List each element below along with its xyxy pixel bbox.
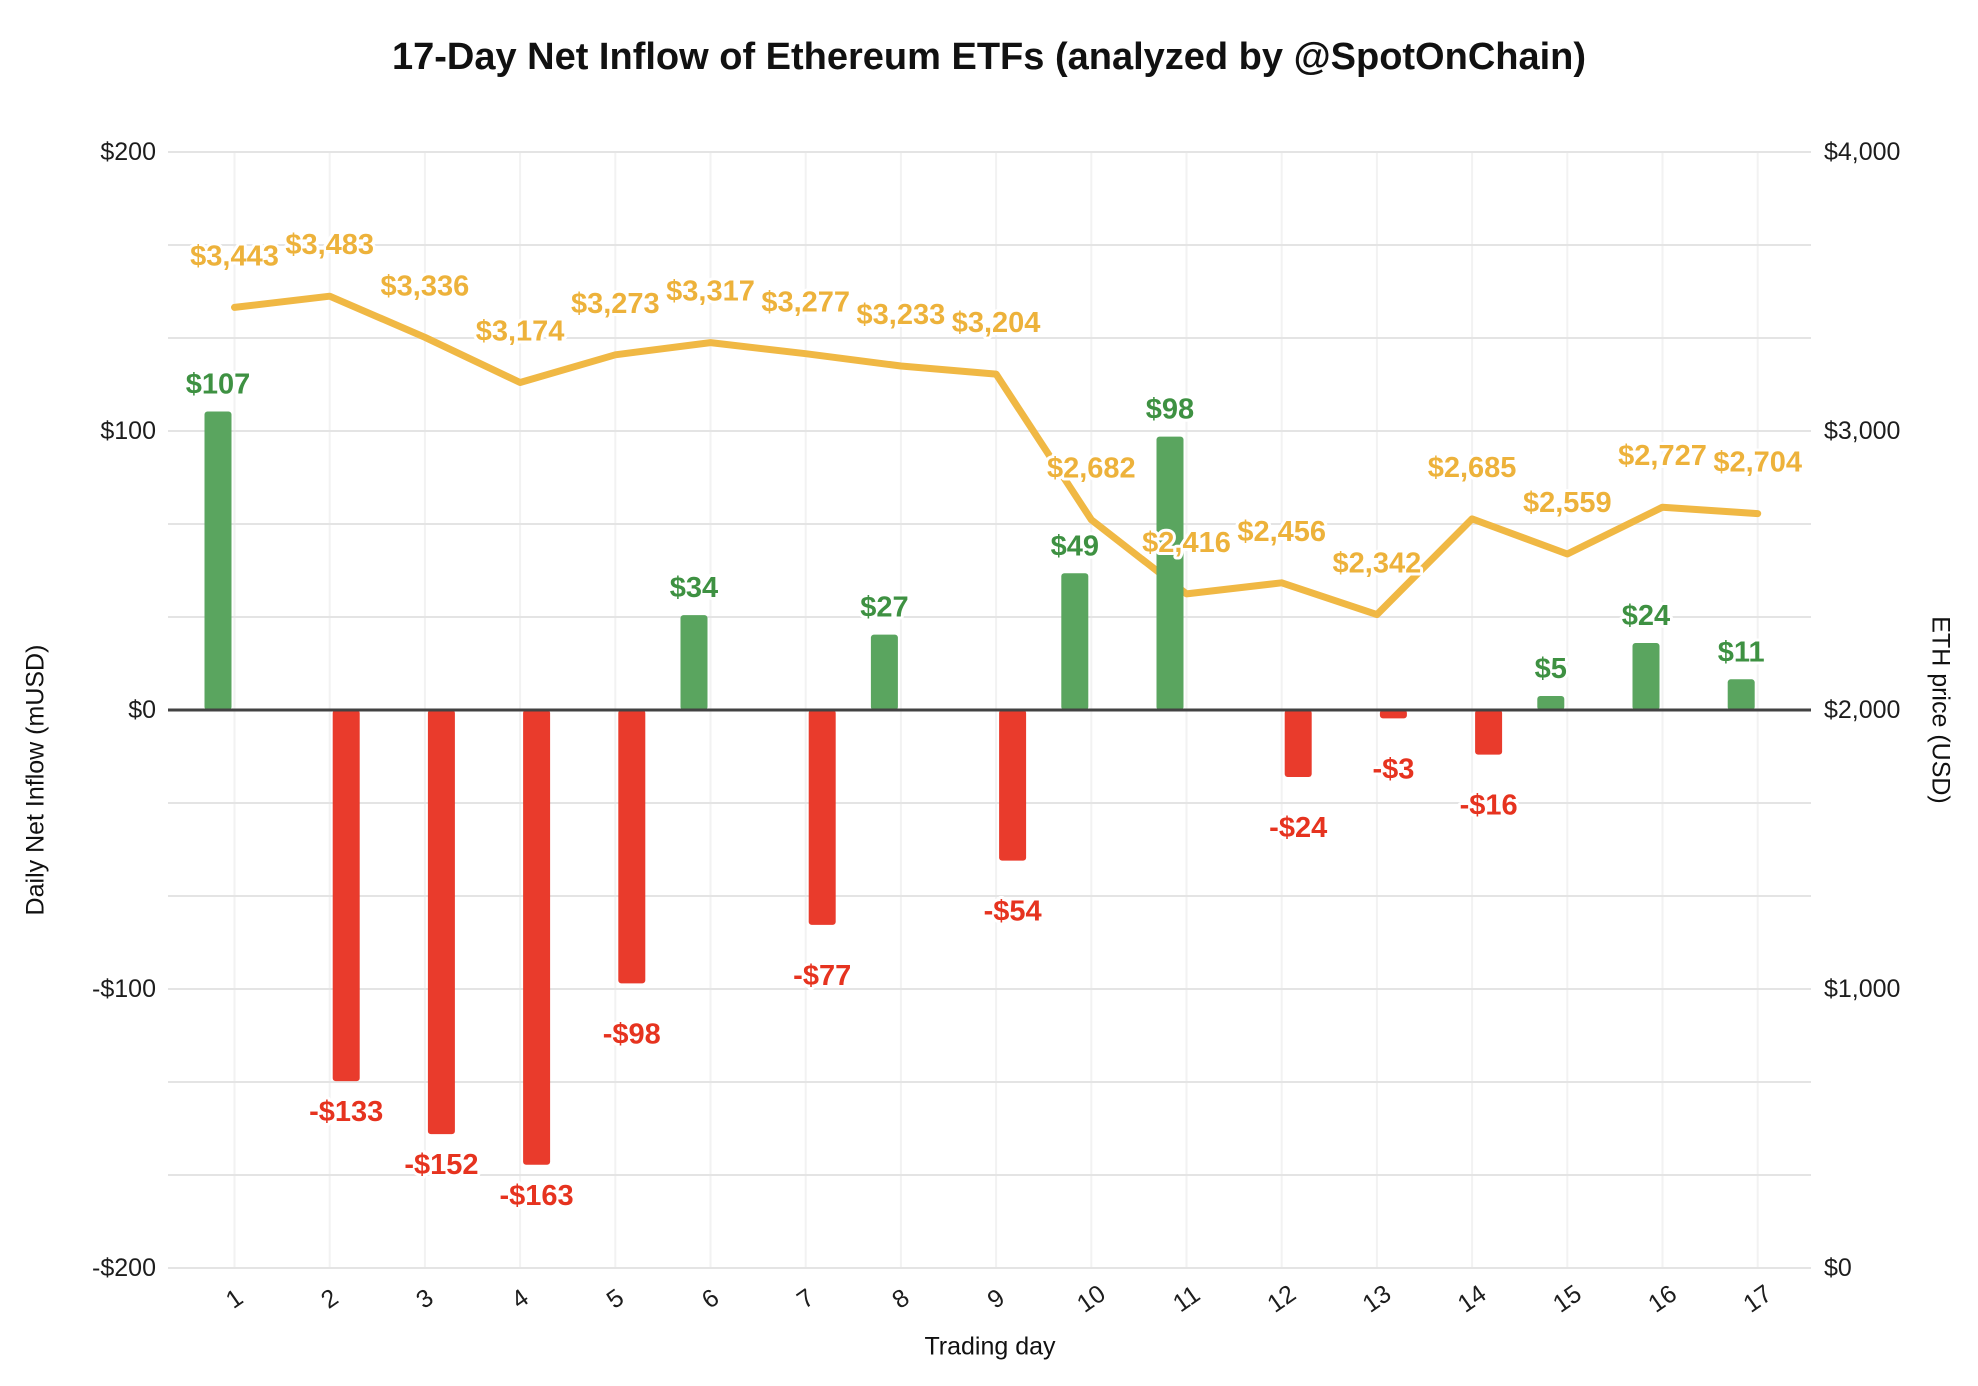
x-axis-tick-3: 3 [411,1284,438,1315]
bar-label-day-4: -$163 [500,1180,574,1212]
price-label-day-8: $3,233 [857,299,946,331]
bar-day-7 [808,710,836,925]
bar-label-day-16: $24 [1622,600,1670,632]
right-axis-tick-1: $3,000 [1824,417,1900,445]
price-label-day-14: $2,685 [1428,452,1517,484]
bar-day-12 [1284,710,1312,777]
price-label-day-6: $3,317 [666,276,755,308]
bar-day-2 [332,710,360,1082]
x-axis-tick-9: 9 [982,1284,1009,1315]
x-axis-tick-17: 17 [1738,1280,1777,1319]
bar-day-10 [1061,573,1089,710]
price-label-day-5: $3,273 [571,288,660,320]
x-axis-tick-13: 13 [1357,1280,1396,1319]
price-label-day-16: $2,727 [1618,440,1707,472]
price-label-day-4: $3,174 [476,315,565,347]
right-axis-tick-2: $2,000 [1824,696,1900,724]
bar-label-day-6: $34 [670,572,718,604]
bar-label-day-10: $49 [1051,530,1099,562]
left-axis-tick-4: -$200 [92,1254,156,1282]
price-label-day-7: $3,277 [761,287,850,319]
left-axis-tick-1: $100 [100,417,156,445]
bar-day-16 [1632,643,1660,710]
x-axis-tick-11: 11 [1168,1280,1205,1318]
bar-day-3 [427,710,455,1135]
x-axis-tick-14: 14 [1453,1280,1492,1319]
x-axis-tick-10: 10 [1072,1280,1111,1319]
bar-label-day-5: -$98 [603,1018,661,1050]
x-axis-tick-15: 15 [1548,1280,1587,1319]
right-axis-tick-4: $0 [1824,1254,1852,1282]
bar-label-day-3: -$152 [404,1149,478,1181]
bar-label-day-1: $107 [186,368,251,400]
bar-label-day-11: $98 [1146,394,1194,426]
x-axis-tick-5: 5 [602,1284,629,1315]
x-axis-title: Trading day [924,1332,1056,1361]
bar-label-day-17: $11 [1718,636,1765,668]
x-axis-tick-6: 6 [697,1284,724,1315]
price-label-day-10: $2,682 [1047,453,1136,485]
x-axis-tick-7: 7 [792,1284,819,1315]
bar-day-4 [523,710,551,1165]
price-label-day-3: $3,336 [381,270,470,302]
bar-label-day-15: $5 [1535,653,1567,685]
right-axis-tick-3: $1,000 [1824,975,1900,1003]
price-label-day-2: $3,483 [285,229,374,261]
x-axis-tick-1: 1 [221,1284,248,1315]
left-axis-tick-0: $200 [100,138,156,166]
bar-day-5 [618,710,646,984]
price-label-day-12: $2,456 [1237,516,1326,548]
bar-label-day-12: -$24 [1269,812,1327,844]
price-label-day-17: $2,704 [1713,447,1802,479]
bar-day-6 [680,615,708,710]
price-label-day-11: $2,416 [1142,527,1231,559]
bar-label-day-2: -$133 [309,1096,383,1128]
price-label-day-9: $3,204 [952,307,1041,339]
x-axis-tick-16: 16 [1643,1280,1682,1319]
eth-price-line [231,292,1762,619]
bar-day-8 [870,634,898,710]
x-axis-tick-2: 2 [316,1284,343,1315]
x-axis-tick-8: 8 [887,1284,914,1315]
chart-title: 17-Day Net Inflow of Ethereum ETFs (anal… [391,36,1587,78]
bar-label-day-8: $27 [860,592,908,624]
left-axis-tick-3: -$100 [92,975,156,1003]
bar-day-11 [1156,436,1184,710]
bar-label-day-14: -$16 [1460,790,1518,822]
bar-day-13 [1379,710,1407,719]
x-axis-tick-12: 12 [1262,1280,1301,1319]
x-axis-tick-4: 4 [506,1283,534,1314]
bar-day-14 [1475,710,1503,755]
bar-label-day-7: -$77 [793,960,851,992]
bar-day-15 [1537,696,1565,710]
price-label-day-15: $2,559 [1523,487,1612,519]
right-axis-tick-0: $4,000 [1824,138,1900,166]
left-axis-tick-2: $0 [128,696,156,724]
bar-day-17 [1727,679,1755,710]
bar-day-1 [204,411,232,710]
bar-day-9 [999,710,1027,861]
price-label-day-13: $2,342 [1333,548,1422,580]
price-label-day-1: $3,443 [190,240,279,272]
bar-label-day-9: -$54 [984,896,1042,928]
bar-label-day-13: -$3 [1372,753,1414,785]
